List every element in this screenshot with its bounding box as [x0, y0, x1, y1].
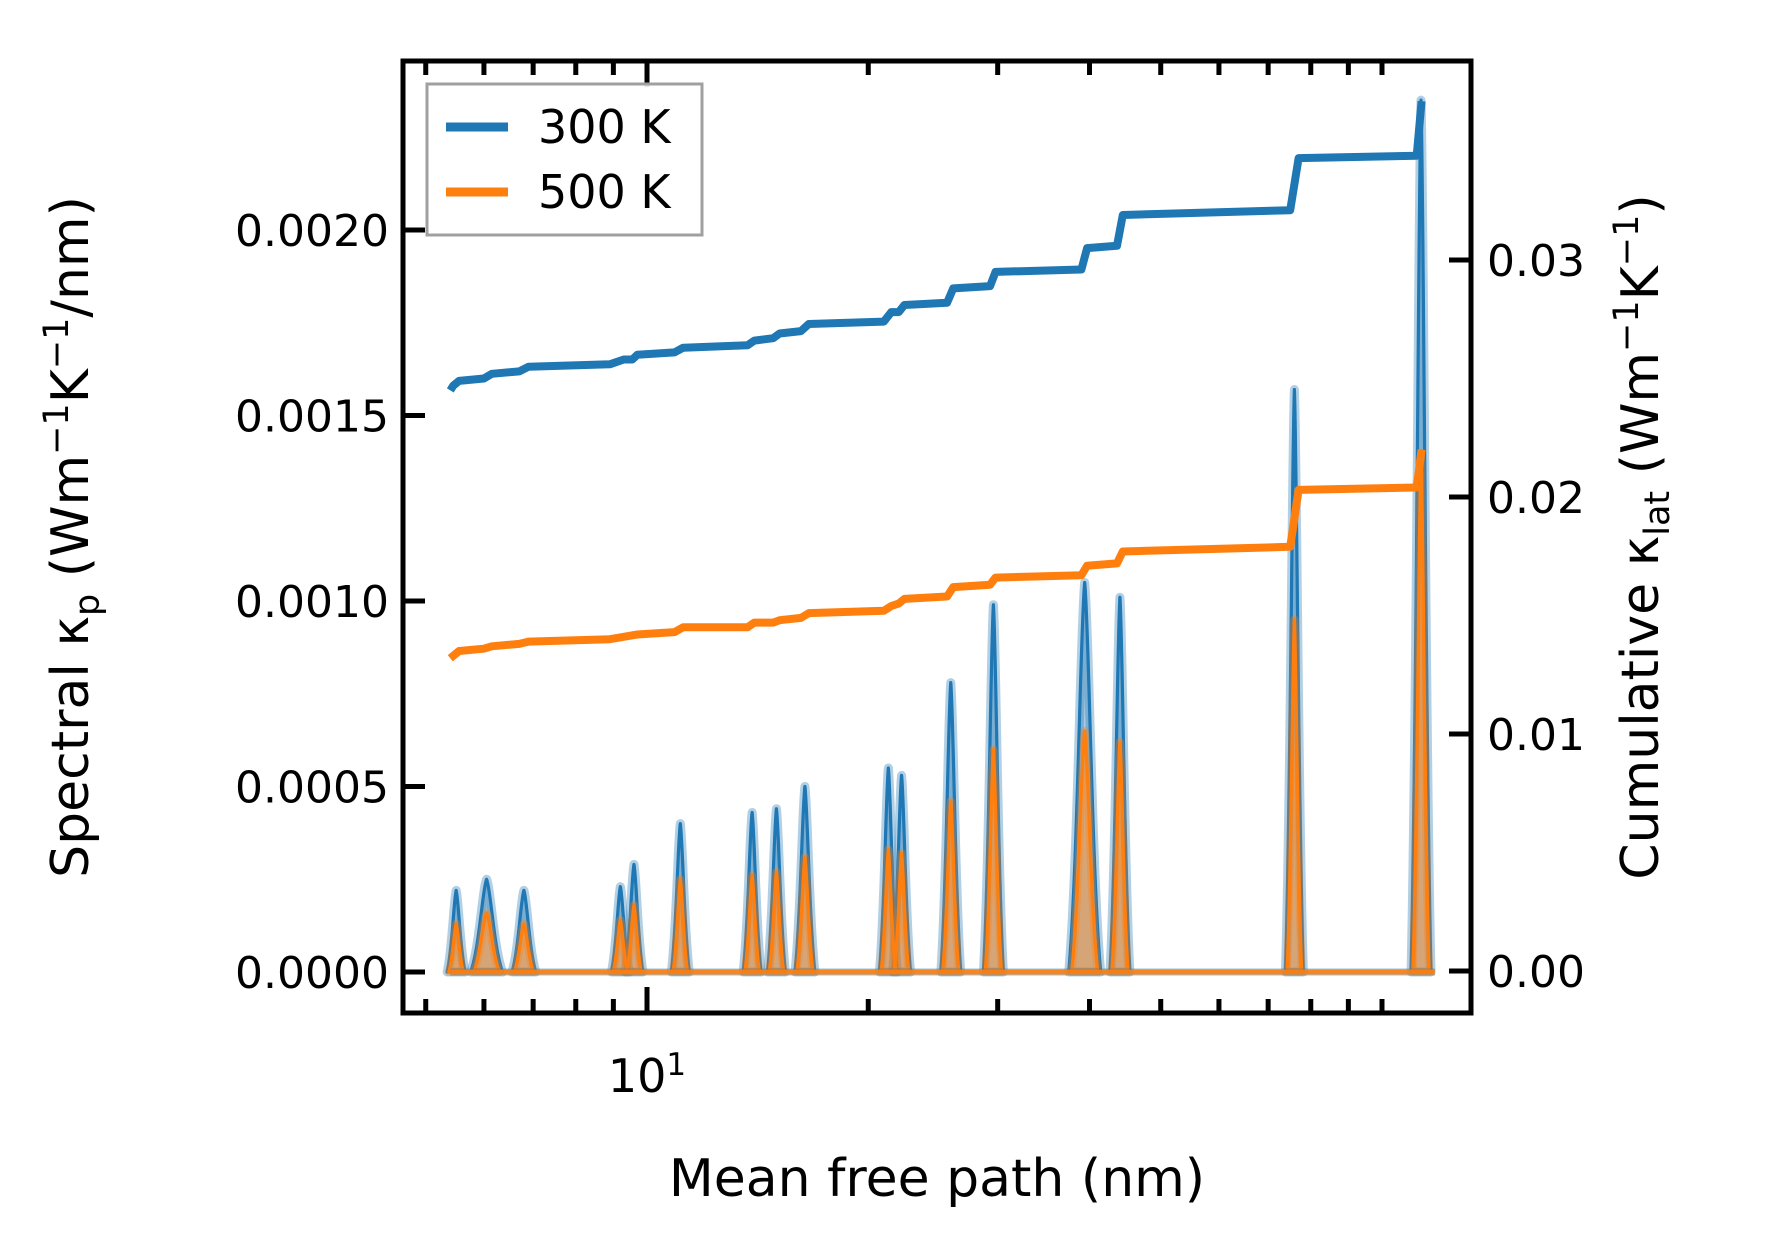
legend-label: 300 K	[538, 100, 672, 154]
legend-box	[425, 82, 704, 237]
legend-label: 500 K	[538, 165, 672, 219]
peak-500K	[1285, 617, 1304, 974]
plot-spines	[400, 58, 1474, 1016]
peak-500K	[1110, 740, 1130, 974]
peak-500K	[940, 799, 961, 974]
spectral-peaks-500K	[444, 448, 1434, 976]
peak-500K	[879, 847, 898, 974]
peak-500K	[624, 903, 643, 974]
peak-500K	[767, 870, 786, 974]
series-layer	[442, 95, 1436, 977]
y-left-axis-label: Spectral κp (Wm−1K−1/nm)	[37, 196, 108, 878]
x-tick-label: 101	[608, 1047, 686, 1103]
y-left-tick-label: 0.0020	[235, 206, 389, 257]
y-right-tick-label: 0.03	[1487, 236, 1585, 287]
peak-500K	[671, 877, 690, 974]
peak-500K	[447, 922, 466, 974]
legend: 300 K 500 K	[425, 82, 704, 237]
peak-500K	[471, 911, 502, 974]
peak-500K	[983, 747, 1004, 974]
peak-500K	[743, 873, 762, 974]
cumulative-line-500K	[447, 449, 1426, 662]
peak-500K	[795, 855, 815, 974]
y-left-tick-label: 0.0010	[235, 577, 389, 628]
y-left-tick-label: 0.0015	[235, 392, 389, 443]
y-right-axis-label: Cumulative κlat (Wm−1K−1)	[1607, 194, 1678, 879]
y-right-tick-label: 0.00	[1487, 947, 1585, 998]
peak-500K	[512, 922, 536, 974]
y-left-tick-label: 0.0000	[235, 948, 389, 999]
axes-layer: 101 0.0000 0.0005 0.0010 0.0015 0.0020 0.00 0.0…	[37, 58, 1678, 1209]
x-axis-label: Mean free path (nm)	[669, 1149, 1205, 1209]
y-right-tick-label: 0.01	[1487, 710, 1585, 761]
peak-500K	[892, 851, 911, 974]
peak-500K	[611, 918, 630, 974]
y-right-tick-label: 0.02	[1487, 473, 1585, 524]
peak-500K	[1069, 729, 1100, 974]
y-left-tick-label: 0.0005	[235, 763, 389, 814]
cumulative-line-300K	[446, 100, 1426, 393]
